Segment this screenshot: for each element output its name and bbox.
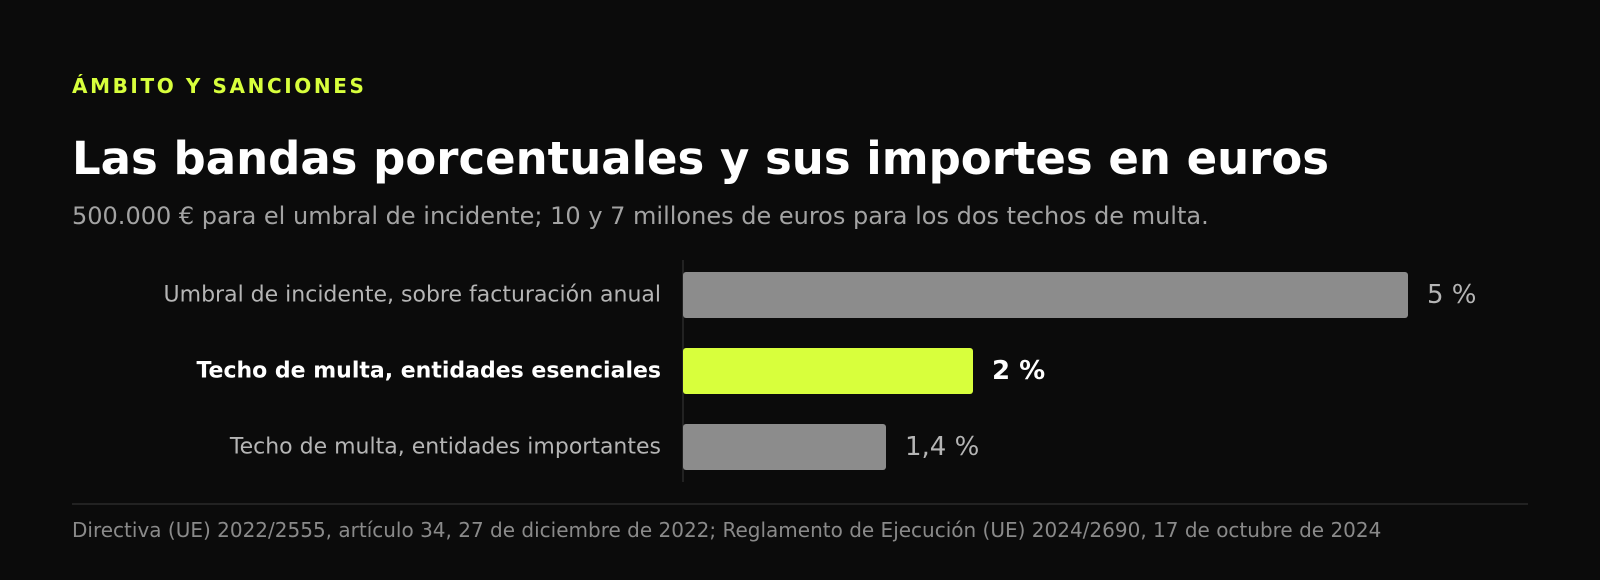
bar: [683, 348, 973, 394]
chart-subtitle: 500.000 € para el umbral de incidente; 1…: [72, 202, 1209, 230]
bar: [683, 272, 1408, 318]
bar: [683, 424, 886, 470]
category-label: Techo de multa, entidades importantes: [229, 435, 661, 460]
value-label: 5 %: [1427, 280, 1477, 310]
value-label: 2 %: [992, 356, 1045, 386]
source-note: Directiva (UE) 2022/2555, artículo 34, 2…: [72, 518, 1382, 542]
category-label: Umbral de incidente, sobre facturación a…: [164, 283, 661, 308]
category-label: Techo de multa, entidades esenciales: [196, 359, 661, 384]
footer-divider: [72, 503, 1528, 505]
chart-title: Las bandas porcentuales y sus importes e…: [72, 132, 1330, 185]
chart-kicker: ÁMBITO Y SANCIONES: [72, 74, 367, 98]
value-label: 1,4 %: [905, 432, 979, 462]
